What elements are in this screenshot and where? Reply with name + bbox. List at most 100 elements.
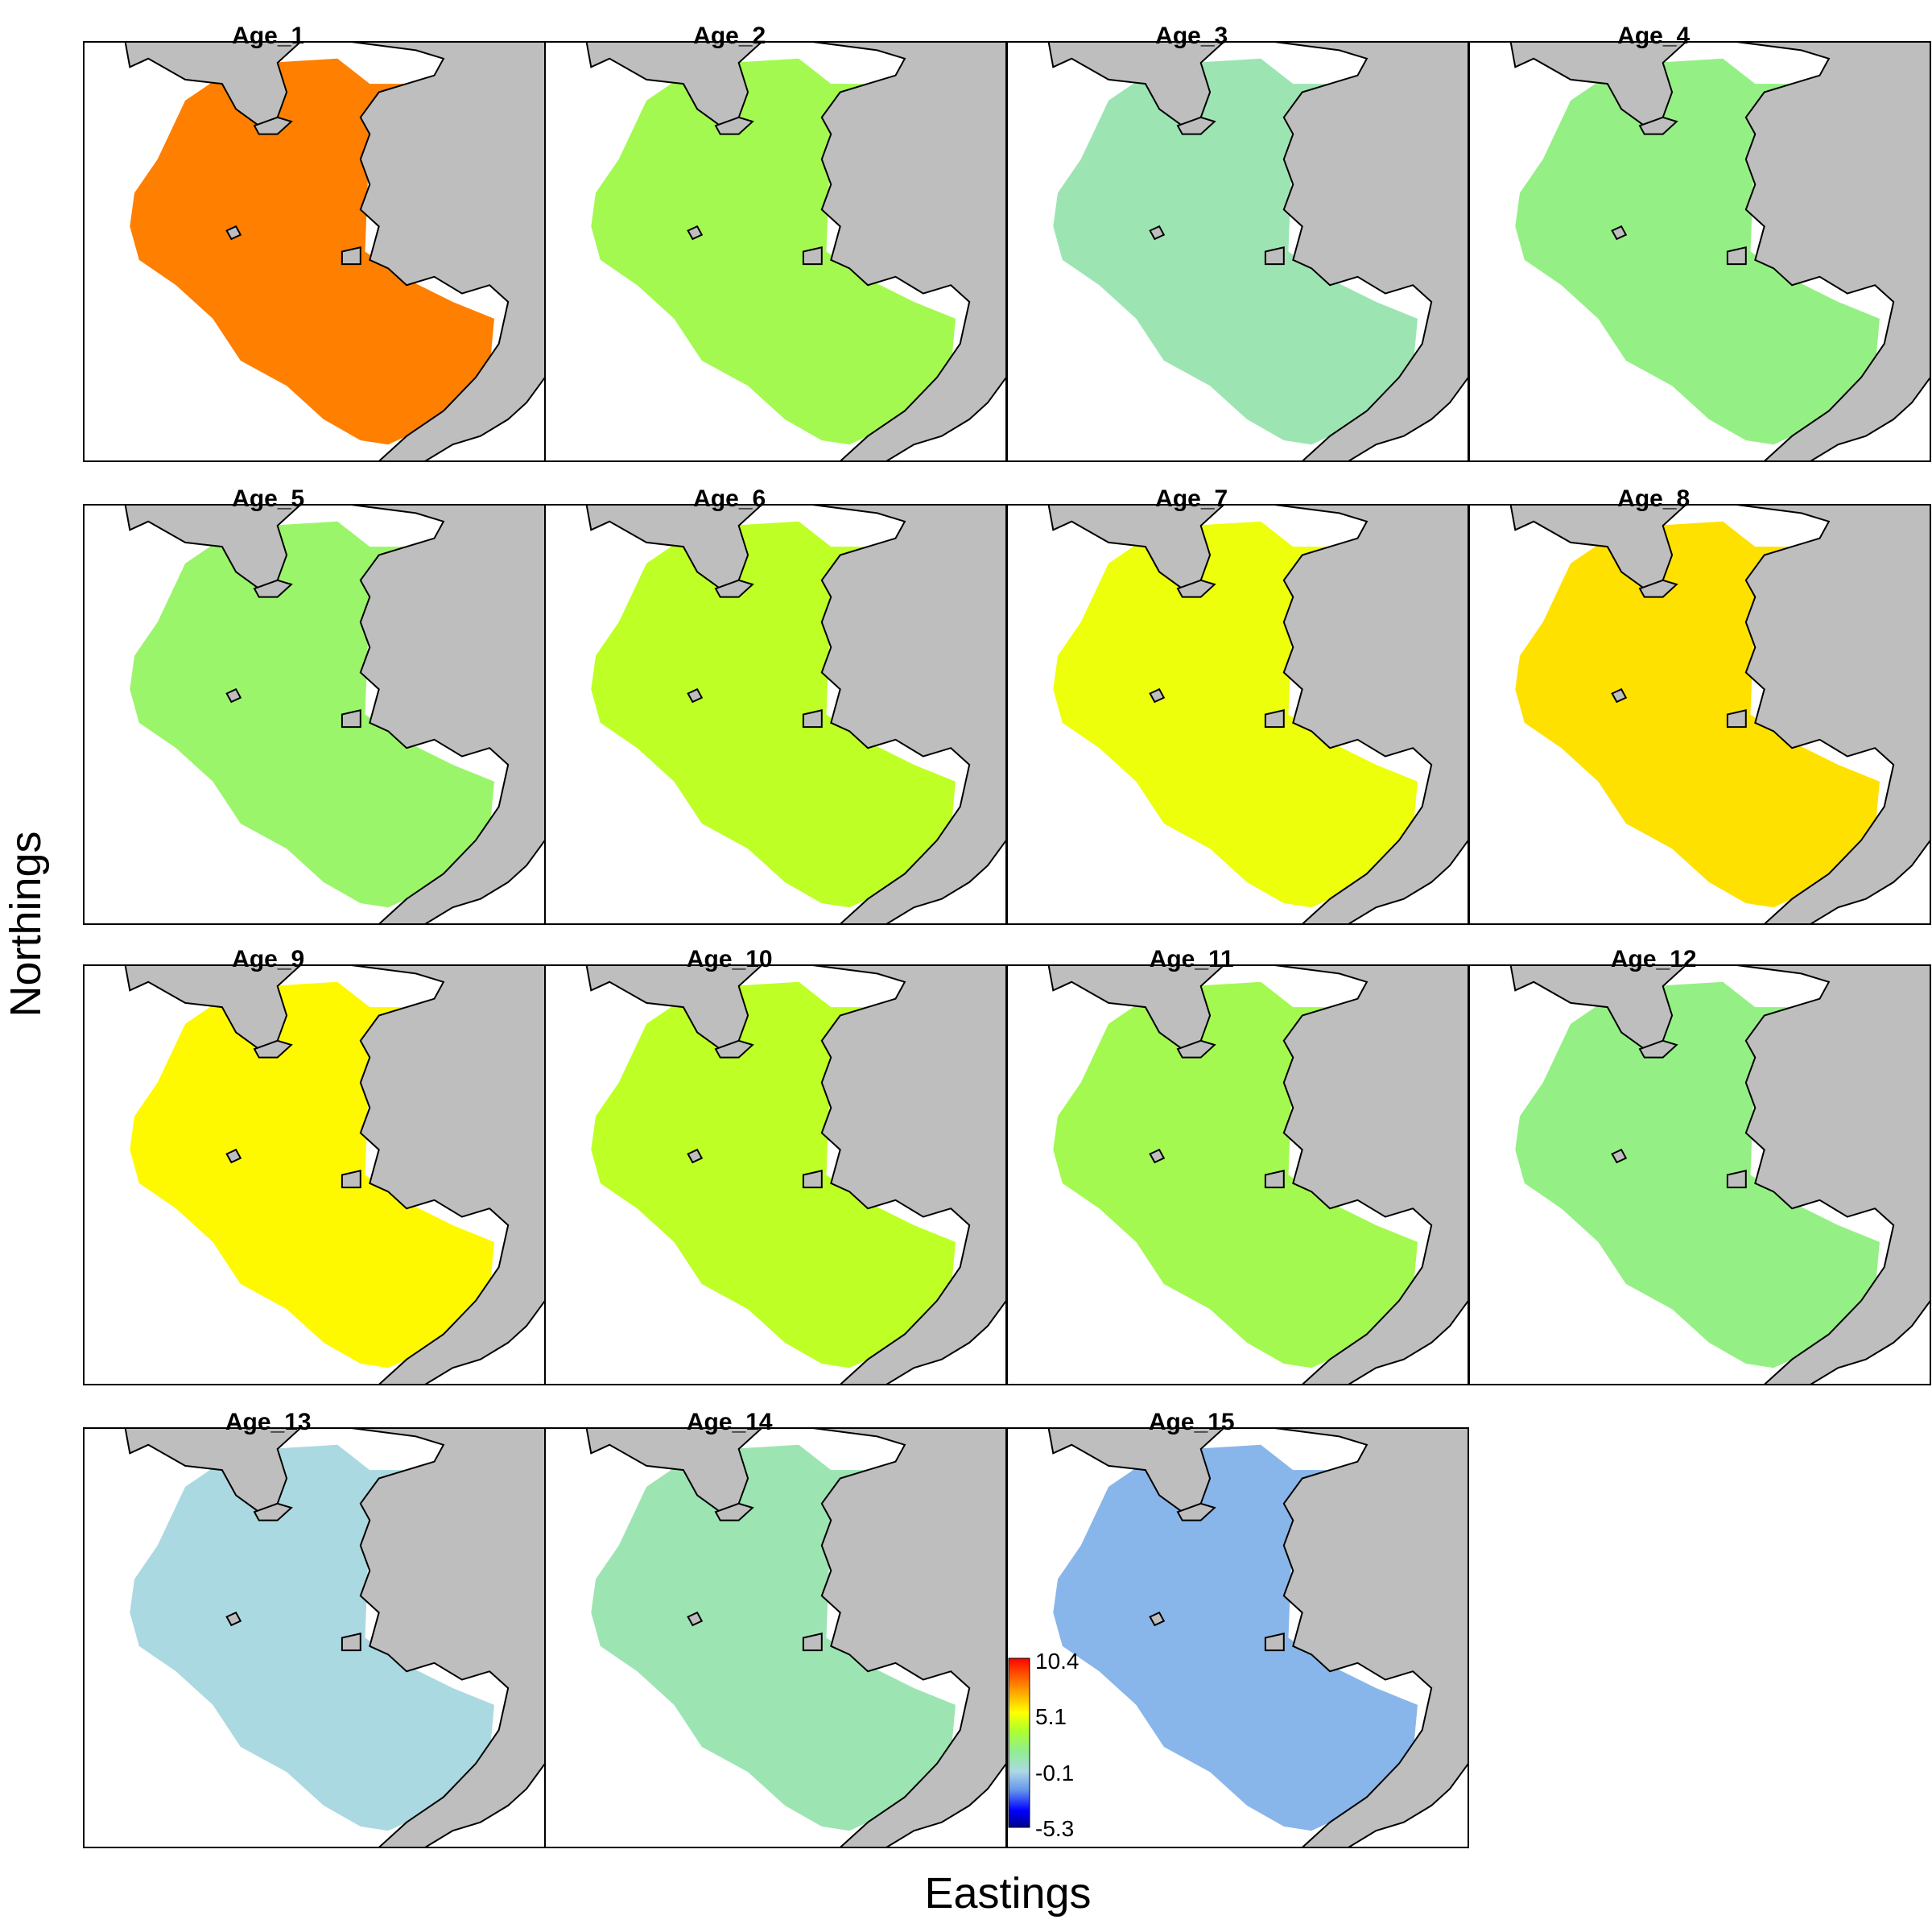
- land-northwest: [1047, 505, 1225, 590]
- map-panel: Age_1: [83, 23, 546, 462]
- panel-frame: [1468, 41, 1931, 462]
- island: [714, 116, 754, 135]
- island: [1176, 579, 1216, 598]
- map-panel: Age_15: [1006, 1409, 1469, 1848]
- land-mainland: [1274, 965, 1468, 1385]
- legend-tick-max: 10.4: [1035, 1649, 1080, 1674]
- land-mainland: [351, 42, 545, 461]
- panel-title: Age_5: [232, 485, 304, 512]
- land-mainland: [1274, 1428, 1468, 1847]
- island: [253, 1039, 293, 1059]
- island: [714, 579, 754, 598]
- land-northwest: [1047, 965, 1225, 1051]
- island: [1176, 1502, 1216, 1521]
- survey-region: [1053, 981, 1418, 1368]
- map-panel: Age_7: [1006, 485, 1469, 925]
- island: [1638, 1039, 1678, 1059]
- color-legend: 10.4 5.1 -0.1 -5.3: [1008, 1649, 1080, 1841]
- land-mainland: [1736, 42, 1930, 461]
- map-panel: Age_3: [1006, 23, 1469, 462]
- panel-title: Age_11: [1150, 946, 1234, 972]
- land-northwest: [1047, 42, 1225, 127]
- panel-frame: [1468, 964, 1931, 1385]
- island: [341, 1633, 361, 1652]
- land-northwest: [1047, 1428, 1225, 1513]
- land-northwest: [1509, 505, 1687, 590]
- panel-title: Age_6: [693, 485, 766, 512]
- land-mainland: [812, 505, 1006, 924]
- island: [802, 246, 823, 266]
- survey-region: [130, 981, 495, 1368]
- island: [1611, 225, 1628, 241]
- survey-region: [1053, 521, 1418, 908]
- land-mainland: [812, 42, 1006, 461]
- map-panel: Age_4: [1468, 23, 1931, 462]
- survey-region: [591, 981, 956, 1368]
- island: [1264, 709, 1285, 729]
- panel-title: Age_1: [232, 23, 304, 49]
- survey-region: [1515, 521, 1880, 908]
- island: [1264, 1170, 1285, 1189]
- island: [1176, 116, 1216, 135]
- legend-color-bar: [1008, 1657, 1030, 1828]
- map-panel: Age_11: [1006, 946, 1469, 1385]
- map-panel: Age_14: [544, 1409, 1007, 1848]
- island: [341, 1170, 361, 1189]
- map-panel: Age_12: [1468, 946, 1931, 1385]
- panel-frame: [1006, 1427, 1469, 1848]
- survey-region: [1515, 981, 1880, 1368]
- island: [802, 1170, 823, 1189]
- island: [1726, 246, 1747, 266]
- survey-region: [591, 1444, 956, 1831]
- land-mainland: [812, 965, 1006, 1385]
- island: [225, 687, 242, 704]
- map-panel: Age_6: [544, 485, 1007, 925]
- island: [225, 1611, 242, 1627]
- land-northwest: [124, 1428, 302, 1513]
- island: [1176, 1039, 1216, 1059]
- land-northwest: [124, 965, 302, 1051]
- island: [1264, 1633, 1285, 1652]
- survey-region: [1053, 58, 1418, 445]
- island: [714, 1039, 754, 1059]
- land-mainland: [812, 1428, 1006, 1847]
- map-panel: Age_2: [544, 23, 1007, 462]
- survey-region: [130, 521, 495, 908]
- legend-tick-mid: -0.1: [1035, 1761, 1074, 1785]
- island: [341, 246, 361, 266]
- island: [1611, 687, 1628, 704]
- panel-title: Age_12: [1611, 946, 1697, 972]
- island: [1726, 709, 1747, 729]
- survey-region: [591, 521, 956, 908]
- panel-frame: [1468, 504, 1931, 925]
- island: [1638, 116, 1678, 135]
- island: [225, 225, 242, 241]
- x-axis-label: Eastings: [924, 1869, 1091, 1918]
- panel-title: Age_15: [1149, 1409, 1235, 1435]
- island: [1638, 579, 1678, 598]
- island: [1149, 1611, 1166, 1627]
- map-panel: Age_8: [1468, 485, 1931, 925]
- island: [253, 579, 293, 598]
- panel-title: Age_2: [693, 23, 766, 49]
- land-mainland: [1274, 505, 1468, 924]
- land-mainland: [1736, 965, 1930, 1385]
- land-mainland: [351, 505, 545, 924]
- panel-title: Age_4: [1617, 23, 1690, 49]
- map-panel: Age_10: [544, 946, 1007, 1385]
- land-northwest: [1509, 42, 1687, 127]
- island: [802, 1633, 823, 1652]
- island: [1611, 1148, 1628, 1164]
- land-mainland: [1274, 42, 1468, 461]
- island: [687, 225, 704, 241]
- land-northwest: [585, 1428, 763, 1513]
- survey-region: [130, 58, 495, 445]
- island: [341, 709, 361, 729]
- island: [253, 116, 293, 135]
- land-northwest: [585, 965, 763, 1051]
- land-northwest: [124, 42, 302, 127]
- land-northwest: [124, 505, 302, 590]
- map-panel: Age_13: [83, 1409, 546, 1848]
- land-mainland: [1736, 505, 1930, 924]
- land-northwest: [1509, 965, 1687, 1051]
